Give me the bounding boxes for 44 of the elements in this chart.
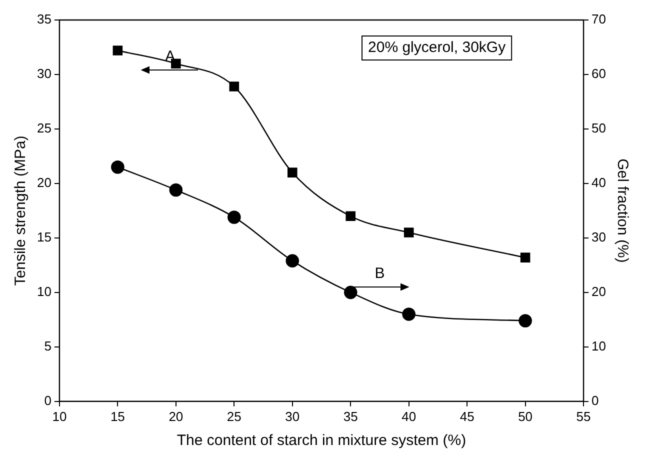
point bbox=[346, 211, 356, 222]
point bbox=[518, 314, 532, 328]
point bbox=[169, 183, 183, 197]
y-tick-label: 35 bbox=[36, 12, 52, 27]
y-tick-label: 15 bbox=[36, 230, 52, 245]
series-label: B bbox=[374, 264, 386, 282]
point bbox=[287, 168, 298, 178]
point bbox=[344, 286, 358, 300]
x-axis-title: The content of starch in mixture system (%) bbox=[176, 432, 466, 450]
y-tick-label: 10 bbox=[36, 284, 52, 300]
y-tick-label: 30 bbox=[36, 66, 52, 82]
y2-tick-label: 50 bbox=[592, 120, 606, 136]
y-axis-title: Tensile strength (MPa) bbox=[12, 136, 30, 286]
point bbox=[112, 46, 123, 56]
y2-tick-label: 0 bbox=[592, 392, 599, 408]
y-tick-label: 20 bbox=[36, 175, 52, 190]
y-tick-label: 25 bbox=[36, 120, 52, 136]
x-tick-label: 25 bbox=[226, 408, 242, 424]
y2-axis-title: Gel fraction (%) bbox=[614, 158, 631, 263]
point bbox=[402, 308, 416, 321]
y2-tick-label: 20 bbox=[592, 284, 606, 300]
x-tick-label: 30 bbox=[285, 408, 300, 424]
x-tick-label: 50 bbox=[518, 408, 533, 424]
y-tick-label: 5 bbox=[44, 338, 52, 354]
y-tick-label: 0 bbox=[44, 392, 52, 408]
x-tick-label: 35 bbox=[343, 408, 358, 424]
x-tick-label: 45 bbox=[460, 408, 474, 424]
x-tick-label: 40 bbox=[402, 408, 416, 424]
x-tick-label: 55 bbox=[576, 408, 591, 424]
y2-tick-label: 60 bbox=[592, 66, 606, 82]
point bbox=[286, 254, 300, 268]
y2-tick-label: 40 bbox=[592, 175, 606, 190]
point bbox=[520, 252, 530, 262]
point bbox=[228, 210, 241, 224]
y2-tick-label: 70 bbox=[592, 12, 606, 27]
y2-tick-label: 30 bbox=[592, 230, 606, 245]
annotation: 20% glycerol, 30kGy bbox=[368, 39, 506, 56]
x-tick-label: 20 bbox=[168, 408, 184, 424]
point bbox=[229, 82, 240, 92]
y2-tick-label: 10 bbox=[592, 338, 606, 354]
point bbox=[111, 160, 124, 174]
x-tick-label: 15 bbox=[110, 408, 125, 424]
point bbox=[171, 58, 181, 68]
point bbox=[404, 228, 414, 238]
